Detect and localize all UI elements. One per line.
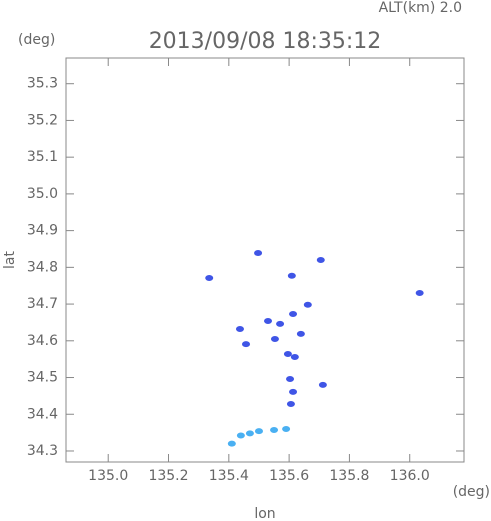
y-tick-label: 35.2 <box>27 112 58 128</box>
echo-point <box>282 425 291 432</box>
echo-point <box>289 388 298 395</box>
echo-point <box>205 274 214 281</box>
y-tick-label: 34.8 <box>27 259 58 275</box>
x-tick-label: 135.2 <box>148 468 188 484</box>
echo-point <box>270 335 279 342</box>
echo-point <box>286 400 295 407</box>
y-tick-label: 35.0 <box>27 186 58 202</box>
x-tick-label: 135.8 <box>329 468 369 484</box>
chart-title: 2013/09/08 18:35:12 <box>149 29 382 54</box>
y-axis-label: lat <box>2 251 18 269</box>
echo-point <box>283 351 292 358</box>
echo-point <box>296 330 305 337</box>
echo-point <box>236 432 245 439</box>
x-tick-label: 135.0 <box>88 468 128 484</box>
echo-point <box>264 317 273 324</box>
echo-point <box>303 301 312 308</box>
echo-point <box>289 310 298 317</box>
plot-frame <box>65 57 465 463</box>
echo-point <box>287 272 296 279</box>
echo-point <box>415 290 424 297</box>
x-tick-label: 135.4 <box>209 468 249 484</box>
y-tick-label: 34.9 <box>27 223 58 239</box>
x-unit: (deg) <box>453 484 490 500</box>
x-tick-label: 136.0 <box>390 468 430 484</box>
y-tick-label: 34.3 <box>27 443 58 459</box>
y-tick-label: 34.7 <box>27 296 58 312</box>
echo-point <box>270 427 279 434</box>
echo-point <box>286 375 295 382</box>
y-tick-label: 35.3 <box>27 76 58 92</box>
echo-point <box>316 257 325 263</box>
y-unit: (deg) <box>18 32 55 48</box>
y-tick-label: 34.4 <box>27 406 58 422</box>
echo-point <box>254 250 263 257</box>
echo-point <box>276 320 285 327</box>
x-axis-label: lon <box>254 506 275 521</box>
echo-point <box>318 381 327 388</box>
echo-point <box>235 326 244 333</box>
y-tick-label: 34.6 <box>27 333 58 349</box>
echo-point <box>254 428 263 435</box>
y-tick-label: 34.5 <box>27 370 58 386</box>
x-tick-label: 135.6 <box>269 468 309 484</box>
echo-point <box>245 430 254 437</box>
altitude-label: ALT(km) 2.0 <box>379 0 462 16</box>
y-tick-label: 35.1 <box>27 149 58 165</box>
echo-point <box>227 440 236 447</box>
echo-point <box>290 353 299 360</box>
echo-point <box>242 341 251 348</box>
